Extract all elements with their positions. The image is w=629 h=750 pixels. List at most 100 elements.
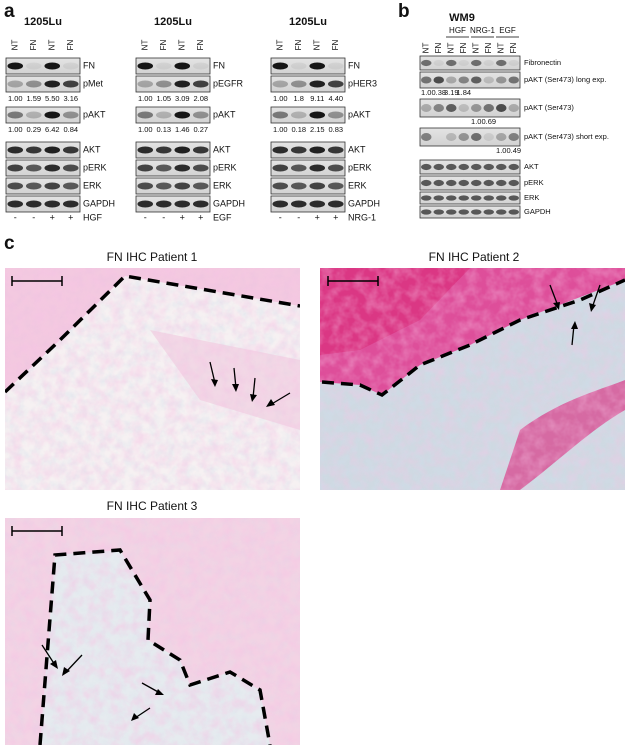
blot-band — [421, 59, 432, 67]
quant-value: 1.59 — [26, 94, 41, 103]
blot-row — [135, 57, 211, 75]
blot-band — [471, 133, 482, 141]
blot-band — [44, 62, 61, 70]
blot-band — [174, 62, 191, 70]
blot-band — [458, 76, 469, 84]
blot-row — [419, 71, 521, 89]
blot-band — [192, 200, 209, 208]
lane-label: FN — [29, 39, 38, 50]
quant-value: 0.29 — [26, 125, 41, 134]
blot-band — [433, 104, 444, 112]
blot-band — [446, 59, 457, 67]
blot-row — [270, 177, 346, 195]
blot-band — [155, 80, 172, 88]
lane-label: FN — [196, 39, 205, 50]
blot-band — [7, 80, 24, 88]
blot-band — [421, 195, 432, 201]
blot-band — [471, 104, 482, 112]
blot-row — [5, 159, 81, 177]
blot-band — [44, 111, 61, 119]
blot-band — [458, 209, 469, 215]
blot-band — [44, 200, 61, 208]
blot-band — [309, 164, 326, 172]
blot-band — [433, 209, 444, 215]
blot-band — [483, 195, 494, 201]
blot-band — [471, 195, 482, 201]
treatment-sign: - — [162, 212, 165, 222]
panel-label: a — [4, 1, 15, 22]
blot-band — [496, 195, 507, 201]
quant-value: 1.00 — [273, 125, 288, 134]
lane-label: NT — [177, 40, 186, 51]
blot-band — [137, 182, 154, 190]
lane-label: FN — [434, 42, 443, 53]
treatment-sign: + — [333, 212, 338, 222]
blot-band — [421, 133, 432, 141]
blot-band — [471, 163, 482, 171]
treatment-sign: + — [50, 212, 55, 222]
blot-band — [155, 62, 172, 70]
blot-band — [290, 62, 307, 70]
row-label: AKT — [524, 162, 539, 171]
blot-band — [433, 179, 444, 187]
blot-band — [496, 163, 507, 171]
blot-band — [471, 209, 482, 215]
quant-value: 0.13 — [156, 125, 171, 134]
blot-row — [419, 175, 521, 191]
blot-band — [290, 146, 307, 154]
row-label: AKT — [348, 144, 366, 154]
blot-band — [137, 200, 154, 208]
blot-band — [483, 209, 494, 215]
blot-band — [458, 163, 469, 171]
row-label: Fibronectin — [524, 58, 561, 67]
quant-value: 1.0 — [421, 88, 431, 97]
blot-band — [483, 179, 494, 187]
lane-label: NT — [47, 40, 56, 51]
blot-band — [44, 182, 61, 190]
blot-band — [433, 59, 444, 67]
blot-band — [458, 133, 469, 141]
blot-band — [137, 111, 154, 119]
lane-label: FN — [509, 42, 518, 53]
group-label: HGF — [449, 26, 466, 35]
blot-band — [309, 80, 326, 88]
row-label: pERK — [83, 162, 107, 172]
blot-band — [483, 163, 494, 171]
blot-row — [419, 98, 521, 118]
quant-value: 3.16 — [63, 94, 78, 103]
blot-band — [471, 76, 482, 84]
blot-band — [7, 62, 24, 70]
blot-band — [137, 62, 154, 70]
row-label: pERK — [524, 178, 544, 187]
treatment-sign: - — [32, 212, 35, 222]
blot-band — [62, 182, 79, 190]
blot-band — [7, 200, 24, 208]
row-label: ERK — [83, 180, 102, 190]
quant-value: 1.00 — [8, 125, 23, 134]
blot-band — [272, 80, 289, 88]
quant-value: 0.27 — [193, 125, 208, 134]
blot-band — [174, 200, 191, 208]
row-label: AKT — [213, 144, 231, 154]
row-label: pAKT (Ser473) long exp. — [524, 75, 606, 84]
blot-row — [5, 195, 81, 213]
blot-band — [421, 179, 432, 187]
blot-band — [192, 62, 209, 70]
blot-band — [174, 164, 191, 172]
blot-band — [433, 163, 444, 171]
treatment-name: EGF — [213, 212, 232, 222]
row-label: GAPDH — [213, 198, 245, 208]
blot-band — [155, 200, 172, 208]
quant-value: 4.40 — [328, 94, 343, 103]
blot-band — [155, 111, 172, 119]
blot-band — [272, 200, 289, 208]
blot-band — [446, 209, 457, 215]
treatment-sign: + — [180, 212, 185, 222]
panel-label: b — [398, 1, 410, 22]
lane-label: NT — [421, 43, 430, 54]
blot-band — [25, 182, 42, 190]
image-title: FN IHC Patient 2 — [429, 250, 520, 264]
blot-band — [25, 111, 42, 119]
blot-band — [44, 164, 61, 172]
